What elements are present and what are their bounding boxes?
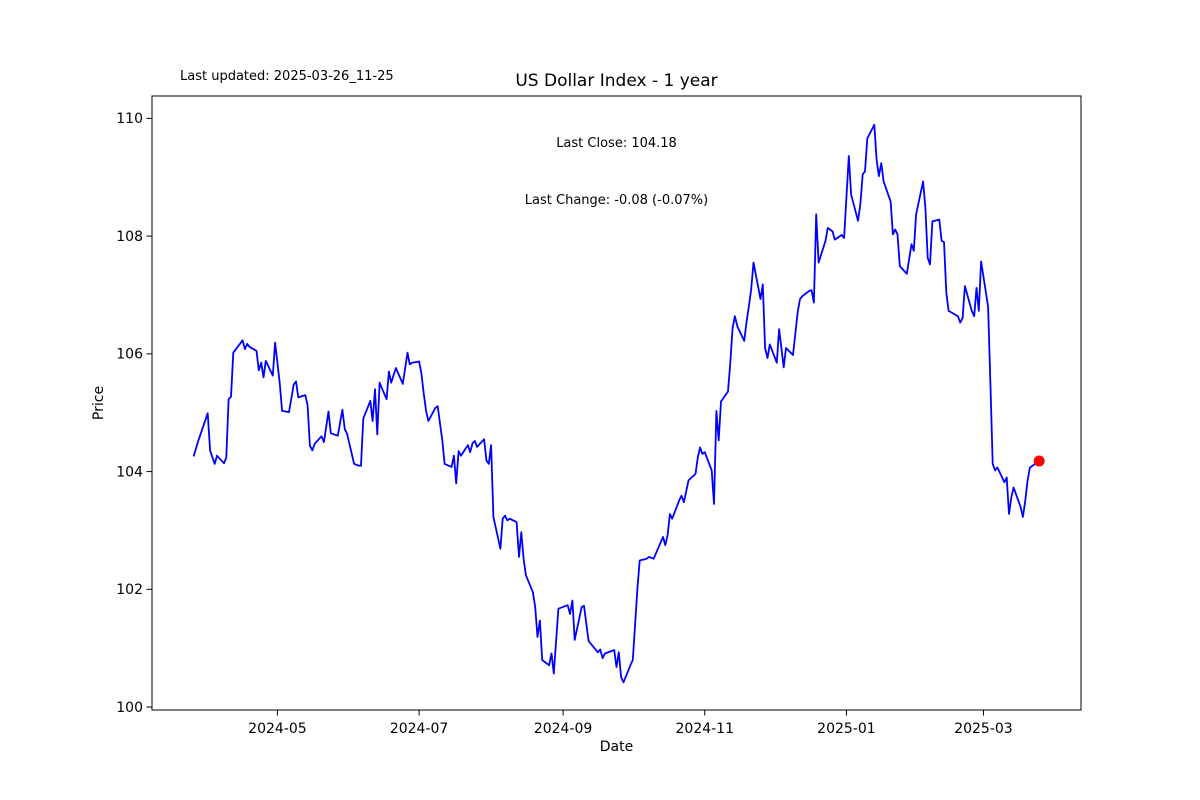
x-tick-label: 2024-07 [390,721,449,737]
axes-spines [151,95,1082,711]
chart-title: US Dollar Index - 1 year [515,71,718,91]
last-updated-text: Last updated: 2025-03-26_11-25 [180,69,394,84]
y-tick-label: 106 [116,347,143,363]
chart-annotation: Last Close: 104.18 Last Change: -0.08 (-… [152,96,1081,248]
x-tick-label: 2024-05 [248,721,307,737]
x-tick-label: 2024-09 [534,721,593,737]
y-tick-label: 102 [116,582,143,598]
y-tick-label: 110 [116,111,143,127]
y-tick-label: 108 [116,229,143,245]
price-line [192,123,1041,684]
x-axis-label: Date [599,739,634,755]
y-axis-label: Price [91,385,107,421]
x-tick-label: 2025-03 [954,721,1013,737]
x-tick-label: 2025-01 [817,721,876,737]
y-tick-label: 104 [116,464,143,480]
y-tick-label: 100 [116,700,143,716]
last-change-text: Last Change: -0.08 (-0.07%) [524,193,709,208]
last-close-marker [1033,455,1045,467]
x-tick-label: 2024-11 [676,721,735,737]
last-close-text: Last Close: 104.18 [556,136,677,151]
